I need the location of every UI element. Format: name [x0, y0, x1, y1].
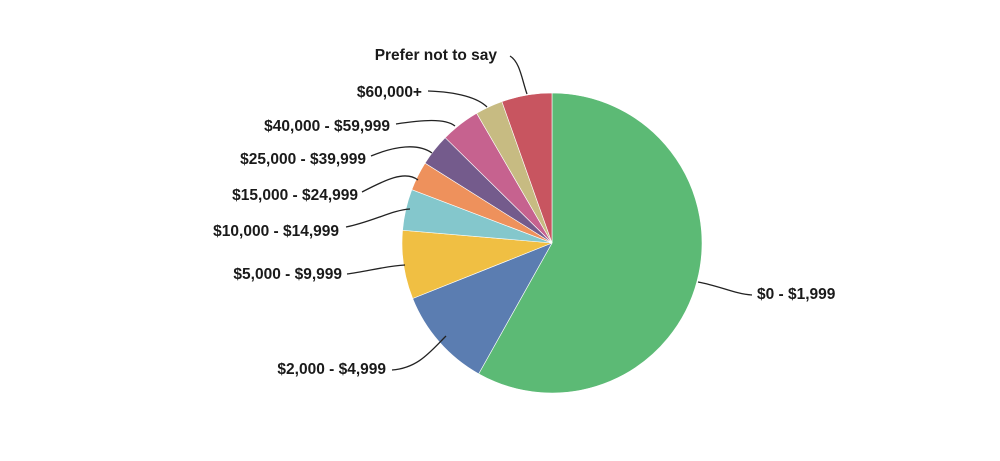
slice-label-5: $25,000 - $39,999 — [240, 151, 366, 168]
slice-label-8: Prefer not to say — [375, 47, 498, 64]
slice-label-2: $5,000 - $9,999 — [233, 266, 342, 283]
leader-line-3 — [345, 208, 411, 228]
pie-leader-lines — [345, 55, 753, 371]
leader-line-7 — [427, 90, 488, 108]
slice-label-6: $40,000 - $59,999 — [264, 118, 390, 135]
leader-line-1 — [391, 335, 447, 371]
slice-label-3: $10,000 - $14,999 — [213, 223, 339, 240]
pie-slice-0 — [478, 92, 703, 394]
leader-line-4 — [361, 175, 419, 193]
pie-slices — [401, 92, 703, 394]
slice-label-4: $15,000 - $24,999 — [232, 187, 358, 204]
slice-label-0: $0 - $1,999 — [757, 286, 836, 303]
pie-slice-8 — [501, 92, 553, 244]
slice-label-7: $60,000+ — [357, 84, 422, 101]
leader-line-2 — [346, 264, 406, 275]
leader-line-6 — [395, 119, 456, 127]
leader-line-8 — [509, 55, 528, 95]
pie-slice-1 — [412, 242, 553, 375]
leader-line-0 — [697, 281, 753, 296]
slice-label-1: $2,000 - $4,999 — [277, 361, 386, 378]
pie-labels: $0 - $1,999 $2,000 - $4,999 $5,000 - $9,99… — [213, 47, 836, 378]
leader-line-5 — [370, 146, 433, 157]
